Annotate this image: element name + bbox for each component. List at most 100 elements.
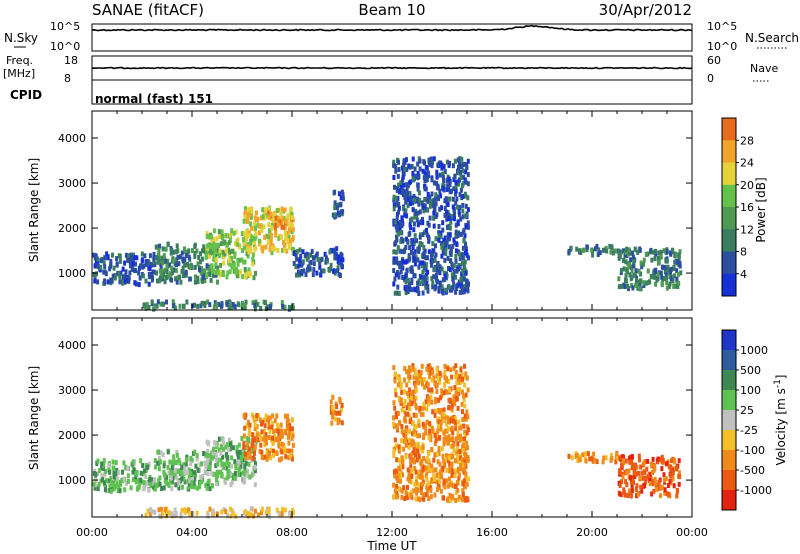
heatmap-cell bbox=[437, 196, 440, 202]
heatmap-cell bbox=[678, 474, 682, 480]
heatmap-cell bbox=[448, 267, 452, 273]
heatmap-cell bbox=[189, 455, 193, 461]
heatmap-cell bbox=[99, 478, 103, 484]
heatmap-cell bbox=[443, 484, 447, 490]
heatmap-cell bbox=[651, 456, 655, 462]
heatmap-cell bbox=[115, 468, 119, 473]
heatmap-cell bbox=[112, 265, 116, 271]
heatmap-cell bbox=[159, 258, 163, 264]
heatmap-cell bbox=[410, 280, 414, 285]
heatmap-cell bbox=[190, 483, 194, 489]
heatmap-cell bbox=[464, 270, 468, 276]
heatmap-cell bbox=[301, 249, 305, 255]
heatmap-cell bbox=[464, 371, 468, 377]
heatmap-cell bbox=[434, 236, 438, 242]
heatmap-cell bbox=[149, 262, 153, 268]
heatmap-cell bbox=[436, 162, 440, 168]
heatmap-cell bbox=[273, 434, 276, 440]
heatmap-cell bbox=[448, 225, 452, 231]
heatmap-cell bbox=[461, 409, 464, 415]
heatmap-cell bbox=[454, 436, 458, 442]
heatmap-cell bbox=[102, 260, 106, 266]
heatmap-cell bbox=[430, 262, 433, 268]
heatmap-cell bbox=[439, 421, 443, 427]
heatmap-cell bbox=[449, 258, 453, 264]
heatmap-cell bbox=[466, 427, 470, 433]
heatmap-cell bbox=[193, 449, 197, 455]
x-tick-label: 12:00 bbox=[376, 526, 408, 539]
heatmap-cell bbox=[649, 476, 653, 482]
heatmap-cell bbox=[665, 249, 669, 255]
heatmap-cell bbox=[454, 184, 458, 190]
heatmap-cell bbox=[395, 469, 399, 475]
heatmap-cell bbox=[234, 513, 238, 519]
heatmap-cell bbox=[392, 206, 396, 212]
heatmap-cell bbox=[464, 452, 468, 458]
heatmap-cell bbox=[425, 380, 429, 386]
heatmap-cell bbox=[333, 410, 337, 416]
heatmap-cell bbox=[208, 506, 212, 512]
heatmap-cell bbox=[108, 487, 112, 493]
heatmap-cell bbox=[610, 244, 614, 250]
heatmap-cell bbox=[447, 379, 451, 384]
heatmap-cell bbox=[402, 190, 406, 196]
heatmap-cell bbox=[609, 249, 613, 255]
heatmap-cell bbox=[258, 238, 261, 244]
heatmap-cell bbox=[248, 451, 252, 457]
heatmap-cell bbox=[283, 225, 287, 231]
heatmap-cell bbox=[247, 461, 251, 467]
heatmap-cell bbox=[640, 264, 644, 270]
heatmap-cell bbox=[269, 455, 273, 461]
heatmap-cell bbox=[636, 249, 640, 255]
heatmap-cell bbox=[418, 209, 422, 215]
heatmap-cell bbox=[441, 290, 445, 296]
heatmap-cell bbox=[402, 249, 406, 255]
heatmap-cell bbox=[461, 488, 465, 494]
heatmap-cell bbox=[454, 390, 458, 396]
heatmap-cell bbox=[416, 161, 420, 167]
heatmap-cell bbox=[275, 507, 279, 513]
heatmap-cell bbox=[446, 224, 450, 230]
colorbar-swatch bbox=[722, 430, 736, 451]
heatmap-cell bbox=[242, 236, 246, 242]
heatmap-cell bbox=[166, 449, 170, 455]
heatmap-cell bbox=[265, 437, 268, 443]
heatmap-cell bbox=[288, 510, 291, 516]
heatmap-cell bbox=[462, 393, 466, 399]
heatmap-cell bbox=[396, 173, 400, 179]
heatmap-cell bbox=[336, 417, 340, 423]
heatmap-cell bbox=[625, 246, 629, 252]
heatmap-cell bbox=[274, 215, 278, 221]
heatmap-cell bbox=[634, 462, 637, 468]
heatmap-cell bbox=[570, 455, 574, 461]
heatmap-cell bbox=[289, 513, 293, 519]
heatmap-cell bbox=[241, 274, 245, 280]
heatmap-cell bbox=[430, 387, 434, 393]
heatmap-cell bbox=[395, 187, 399, 193]
heatmap-cell bbox=[417, 369, 421, 375]
heatmap-cell bbox=[640, 488, 644, 494]
heatmap-cell bbox=[439, 193, 443, 199]
heatmap-cell bbox=[409, 268, 413, 274]
heatmap-cell bbox=[408, 398, 412, 404]
heatmap-cell bbox=[638, 283, 642, 289]
heatmap-cell bbox=[233, 475, 237, 481]
heatmap-cell bbox=[392, 365, 396, 371]
colorbar-swatch bbox=[722, 140, 736, 163]
heatmap-cell bbox=[201, 274, 205, 280]
heatmap-cell bbox=[206, 299, 210, 305]
heatmap-cell bbox=[177, 261, 181, 267]
heatmap-cell bbox=[103, 264, 107, 270]
heatmap-cell bbox=[230, 463, 234, 469]
heatmap-cell bbox=[421, 444, 425, 450]
heatmap-cell bbox=[437, 237, 441, 243]
heatmap-cell bbox=[259, 435, 262, 441]
heatmap-cell bbox=[392, 175, 396, 180]
heatmap-cell bbox=[264, 413, 268, 419]
date-title: 30/Apr/2012 bbox=[599, 1, 692, 19]
heatmap-cell bbox=[460, 252, 464, 258]
heatmap-cell bbox=[172, 249, 176, 255]
heatmap-cell bbox=[144, 512, 148, 518]
heatmap-cell bbox=[187, 467, 191, 473]
